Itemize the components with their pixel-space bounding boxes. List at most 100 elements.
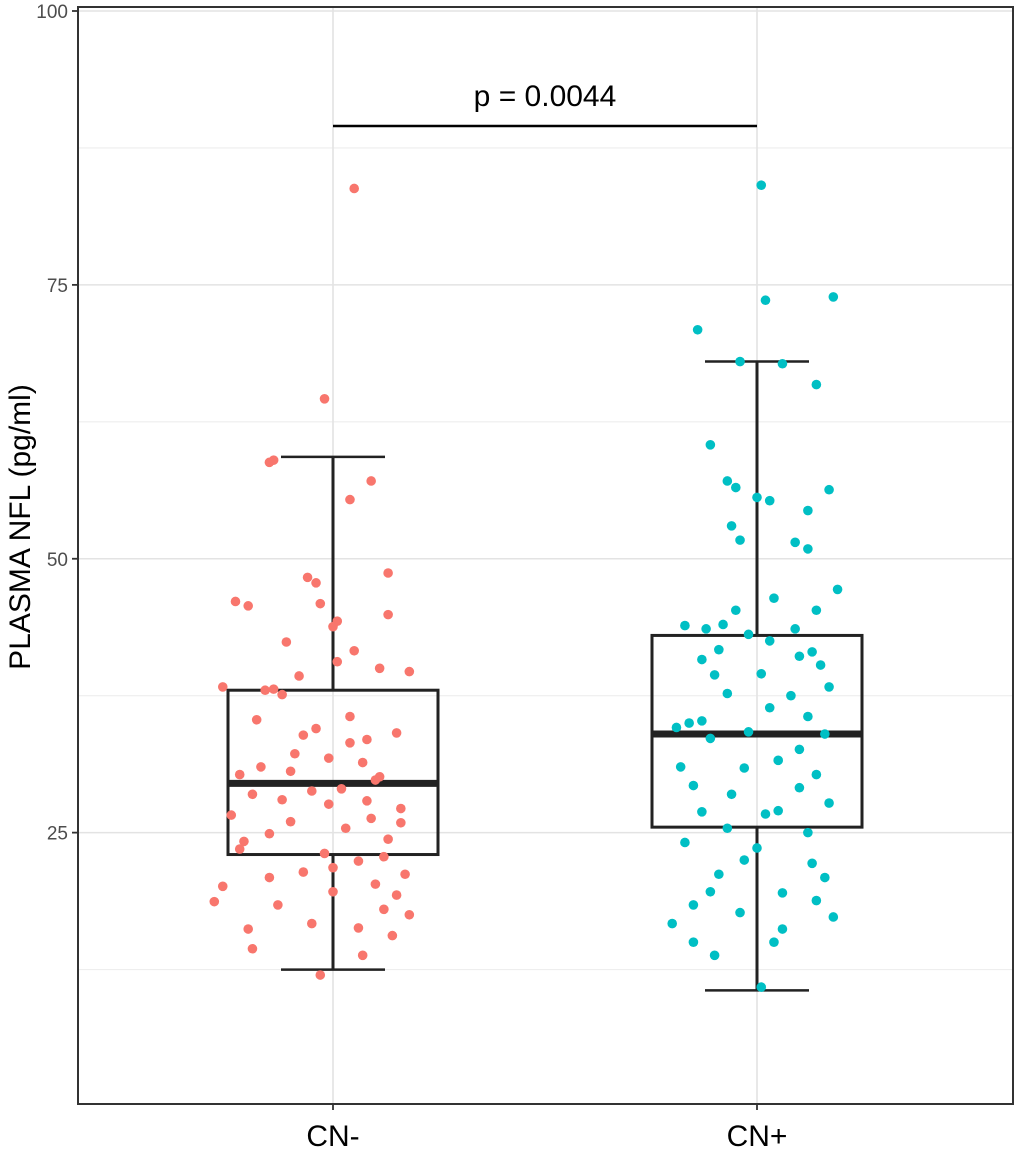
data-point (273, 900, 283, 910)
data-point (760, 295, 771, 306)
data-point (739, 763, 750, 773)
data-point (824, 484, 834, 495)
data-point (404, 909, 415, 920)
data-point (302, 572, 313, 583)
data-point (328, 621, 338, 632)
data-point (756, 982, 767, 992)
data-point (209, 896, 220, 907)
data-point (764, 636, 775, 646)
data-point (391, 890, 402, 900)
data-point (281, 637, 292, 647)
data-point (667, 918, 677, 929)
data-point (374, 771, 385, 782)
data-point (285, 816, 296, 827)
data-point (777, 358, 788, 369)
data-point (256, 762, 266, 772)
data-point (773, 805, 783, 816)
data-point (277, 689, 287, 700)
significance-annotation: p = 0.0044 (333, 80, 757, 128)
data-point (277, 794, 287, 805)
data-point (777, 888, 788, 898)
data-point (726, 789, 737, 800)
data-point (722, 476, 733, 486)
data-point (366, 813, 376, 824)
data-point (328, 862, 338, 873)
data-point (243, 924, 253, 934)
data-point (820, 872, 830, 883)
data-point (786, 690, 796, 701)
data-point (340, 823, 351, 834)
data-point (298, 867, 309, 877)
data-point (828, 292, 839, 302)
data-point (362, 734, 372, 745)
data-point (794, 782, 805, 793)
data-point (726, 521, 737, 531)
data-point (264, 457, 275, 468)
data-point (404, 666, 415, 677)
data-point (807, 858, 817, 869)
data-point (332, 656, 343, 667)
data-point (832, 584, 843, 595)
data-point (811, 605, 822, 616)
data-point (684, 718, 694, 728)
data-point (735, 907, 745, 918)
data-point (328, 886, 338, 897)
data-point (680, 837, 690, 848)
data-point (769, 937, 779, 947)
data-point (743, 727, 754, 737)
data-point (803, 711, 813, 722)
data-point (336, 784, 347, 794)
y-tick-label: 50 (47, 550, 68, 571)
data-point (217, 682, 228, 692)
data-point (349, 183, 360, 194)
data-point (803, 827, 813, 838)
box-CN- (226, 455, 440, 971)
data-point (315, 598, 326, 609)
data-point (731, 482, 741, 493)
data-point (226, 810, 237, 820)
data-point (803, 544, 813, 554)
data-point (807, 647, 817, 657)
data-point (353, 923, 364, 933)
data-point (391, 728, 402, 738)
data-point (764, 495, 775, 506)
data-point (251, 714, 262, 725)
data-point (760, 809, 771, 819)
data-points (209, 180, 843, 992)
data-point (345, 494, 355, 505)
data-point (353, 856, 364, 866)
data-point (688, 780, 699, 791)
data-point (379, 851, 389, 862)
data-point (234, 769, 245, 780)
data-point (722, 823, 733, 834)
data-point (396, 803, 406, 814)
data-point (714, 644, 724, 655)
data-point (773, 755, 783, 766)
data-point (307, 786, 317, 796)
data-point (230, 596, 241, 607)
data-point (680, 620, 690, 631)
data-point (688, 937, 699, 947)
data-point (824, 798, 834, 808)
points-CN+ (667, 180, 843, 992)
data-point (362, 796, 372, 806)
data-point (794, 744, 805, 755)
p-value-label: p = 0.0044 (474, 80, 617, 113)
data-point (260, 685, 270, 696)
data-point (697, 807, 707, 817)
data-point (285, 766, 296, 777)
data-point (345, 711, 355, 722)
data-point (824, 682, 834, 692)
data-point (739, 855, 750, 865)
x-tick-label: CN- (306, 1120, 359, 1153)
data-point (705, 886, 716, 897)
y-tick-label: 100 (36, 2, 68, 23)
data-point (366, 476, 376, 486)
data-point (268, 684, 279, 694)
axes: 25 50 75 100 CN- CN+ (36, 2, 787, 1153)
data-point (294, 671, 304, 681)
data-point (764, 702, 775, 713)
data-point (756, 180, 767, 190)
box-layer (226, 360, 864, 992)
